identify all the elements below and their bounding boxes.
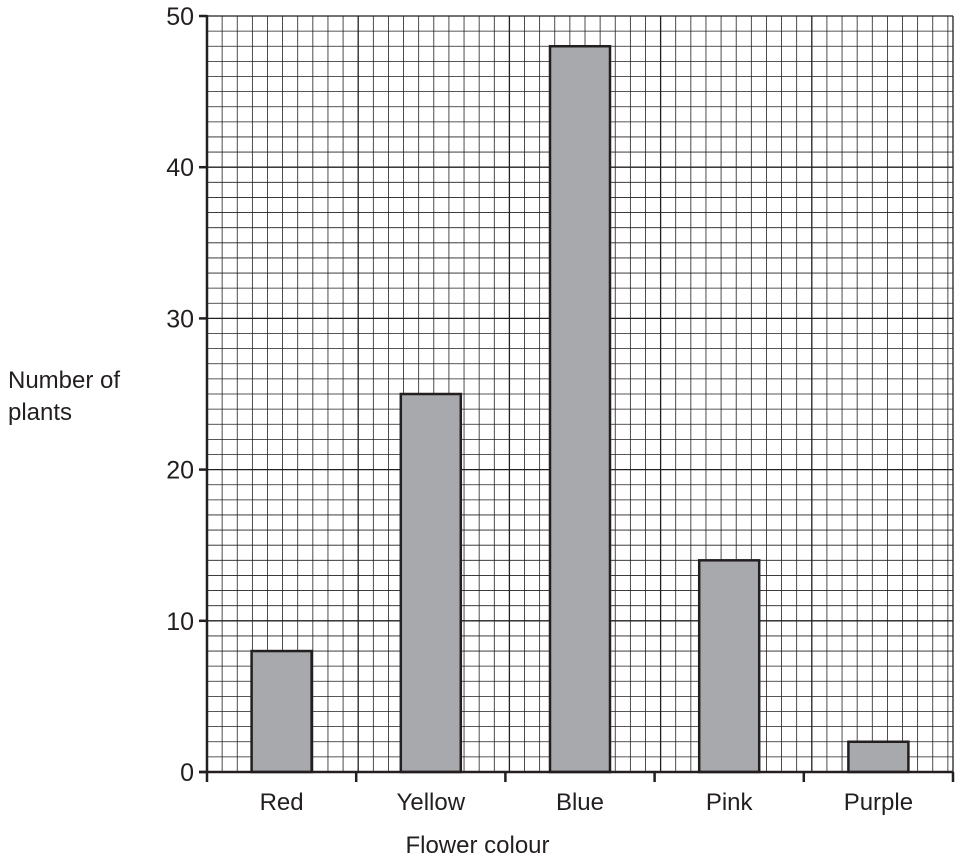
y-tick-label: 10 [166,608,194,636]
y-axis-label-line-1: Number of [8,367,121,394]
x-tick-labels: Red Yellow Blue Pink Purple [260,789,914,816]
x-tick-label: Blue [556,789,604,816]
y-tick-labels: 0 10 20 30 40 50 [166,3,194,787]
y-tick-label: 30 [166,305,194,333]
x-tick-label: Red [260,789,304,816]
bar-red [250,649,313,774]
y-axis-label-line-2: plants [8,399,73,426]
bar-blue [548,44,612,774]
y-tick-label: 0 [180,759,194,787]
y-tick-label: 50 [166,3,194,31]
x-tick-label: Pink [706,789,754,816]
y-tick-label: 20 [166,457,194,485]
bar-purple [847,740,910,774]
bar-pink [697,559,761,774]
y-tick-label: 40 [166,154,194,182]
x-axis-label: Flower colour [405,832,550,859]
y-axis-label: Number of plants [8,365,120,429]
bar-yellow [399,392,463,774]
axes [199,14,955,782]
x-tick-label: Yellow [397,789,466,816]
x-tick-label: Purple [844,789,913,816]
